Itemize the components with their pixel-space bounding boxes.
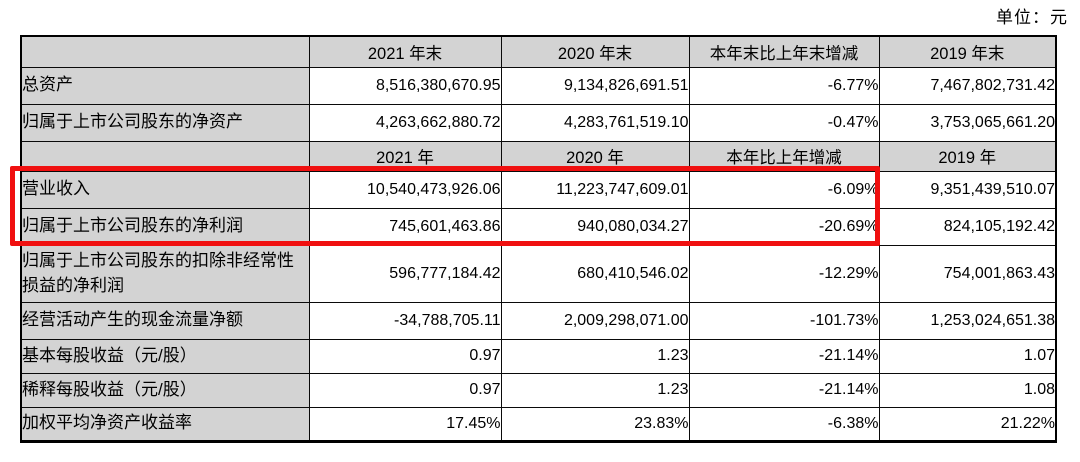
unit-label: 单位：元: [996, 8, 1068, 27]
value-cell: -6.77%: [688, 66, 880, 105]
value-cell: -34,788,705.11: [308, 301, 502, 340]
header-row-year-end: 2021 年末 2020 年末 本年末比上年末增减 2019 年末: [20, 35, 1057, 68]
financial-summary-table: 2021 年末 2020 年末 本年末比上年末增减 2019 年末 总资产 8,…: [20, 35, 1057, 443]
value-cell: 23.83%: [500, 406, 690, 442]
column-header-cell: [20, 35, 310, 68]
value-cell: 596,777,184.42: [308, 244, 502, 303]
column-header-cell: 2019 年末: [878, 35, 1057, 68]
table-row-weighted-avg-roe: 加权平均净资产收益率 17.45% 23.83% -6.38% 21.22%: [20, 406, 1057, 442]
value-cell: 9,134,826,691.51: [500, 66, 690, 105]
value-cell: 3,753,065,661.20: [878, 103, 1057, 142]
column-header-cell: 2019 年: [878, 140, 1057, 172]
value-cell: 21.22%: [878, 406, 1057, 442]
value-cell: -21.14%: [688, 372, 880, 408]
value-cell: 17.45%: [308, 406, 502, 442]
table-row-net-assets: 归属于上市公司股东的净资产 4,263,662,880.72 4,283,761…: [20, 103, 1057, 142]
row-label-cell: 归属于上市公司股东的净利润: [20, 207, 310, 246]
value-cell: -6.09%: [688, 170, 880, 209]
column-header-cell: 2020 年: [500, 140, 690, 172]
value-cell: 4,283,761,519.10: [500, 103, 690, 142]
table-row-diluted-eps: 稀释每股收益（元/股） 0.97 1.23 -21.14% 1.08: [20, 372, 1057, 408]
value-cell: 824,105,192.42: [878, 207, 1057, 246]
value-cell: 9,351,439,510.07: [878, 170, 1057, 209]
value-cell: 10,540,473,926.06: [308, 170, 502, 209]
value-cell: 754,001,863.43: [878, 244, 1057, 303]
row-label-cell: 经营活动产生的现金流量净额: [20, 301, 310, 340]
value-cell: 680,410,546.02: [500, 244, 690, 303]
value-cell: 8,516,380,670.95: [308, 66, 502, 105]
row-label-cell: 加权平均净资产收益率: [20, 406, 310, 442]
value-cell: 1.23: [500, 372, 690, 408]
row-label-cell: 基本每股收益（元/股）: [20, 338, 310, 374]
table-row-revenue: 营业收入 10,540,473,926.06 11,223,747,609.01…: [20, 170, 1057, 209]
value-cell: 4,263,662,880.72: [308, 103, 502, 142]
row-label-cell: 归属于上市公司股东的净资产: [20, 103, 310, 142]
value-cell: -12.29%: [688, 244, 880, 303]
value-cell: -0.47%: [688, 103, 880, 142]
value-cell: 2,009,298,071.00: [500, 301, 690, 340]
column-header-cell: 2021 年末: [308, 35, 502, 68]
row-label-cell: 归属于上市公司股东的扣除非经常性损益的净利润: [20, 244, 310, 303]
value-cell: 7,467,802,731.42: [878, 66, 1057, 105]
column-header-cell: 本年末比上年末增减: [688, 35, 880, 68]
value-cell: 1.23: [500, 338, 690, 374]
value-cell: -21.14%: [688, 338, 880, 374]
value-cell: 0.97: [308, 372, 502, 408]
row-label-cell: 营业收入: [20, 170, 310, 209]
row-label-cell: 总资产: [20, 66, 310, 105]
header-row-year: 2021 年 2020 年 本年比上年增减 2019 年: [20, 140, 1057, 172]
value-cell: -6.38%: [688, 406, 880, 442]
value-cell: 1.08: [878, 372, 1057, 408]
table-row-total-assets: 总资产 8,516,380,670.95 9,134,826,691.51 -6…: [20, 66, 1057, 105]
table-row-net-profit: 归属于上市公司股东的净利润 745,601,463.86 940,080,034…: [20, 207, 1057, 246]
row-label-cell: 稀释每股收益（元/股）: [20, 372, 310, 408]
table-row-operating-cash-flow: 经营活动产生的现金流量净额 -34,788,705.11 2,009,298,0…: [20, 301, 1057, 340]
table-row-basic-eps: 基本每股收益（元/股） 0.97 1.23 -21.14% 1.07: [20, 338, 1057, 374]
value-cell: 745,601,463.86: [308, 207, 502, 246]
value-cell: 11,223,747,609.01: [500, 170, 690, 209]
column-header-cell: 本年比上年增减: [688, 140, 880, 172]
value-cell: 940,080,034.27: [500, 207, 690, 246]
value-cell: 0.97: [308, 338, 502, 374]
column-header-cell: 2021 年: [308, 140, 502, 172]
value-cell: -101.73%: [688, 301, 880, 340]
value-cell: -20.69%: [688, 207, 880, 246]
column-header-cell: [20, 140, 310, 172]
value-cell: 1,253,024,651.38: [878, 301, 1057, 340]
value-cell: 1.07: [878, 338, 1057, 374]
column-header-cell: 2020 年末: [500, 35, 690, 68]
table-row-deducted-net-profit: 归属于上市公司股东的扣除非经常性损益的净利润 596,777,184.42 68…: [20, 244, 1057, 303]
